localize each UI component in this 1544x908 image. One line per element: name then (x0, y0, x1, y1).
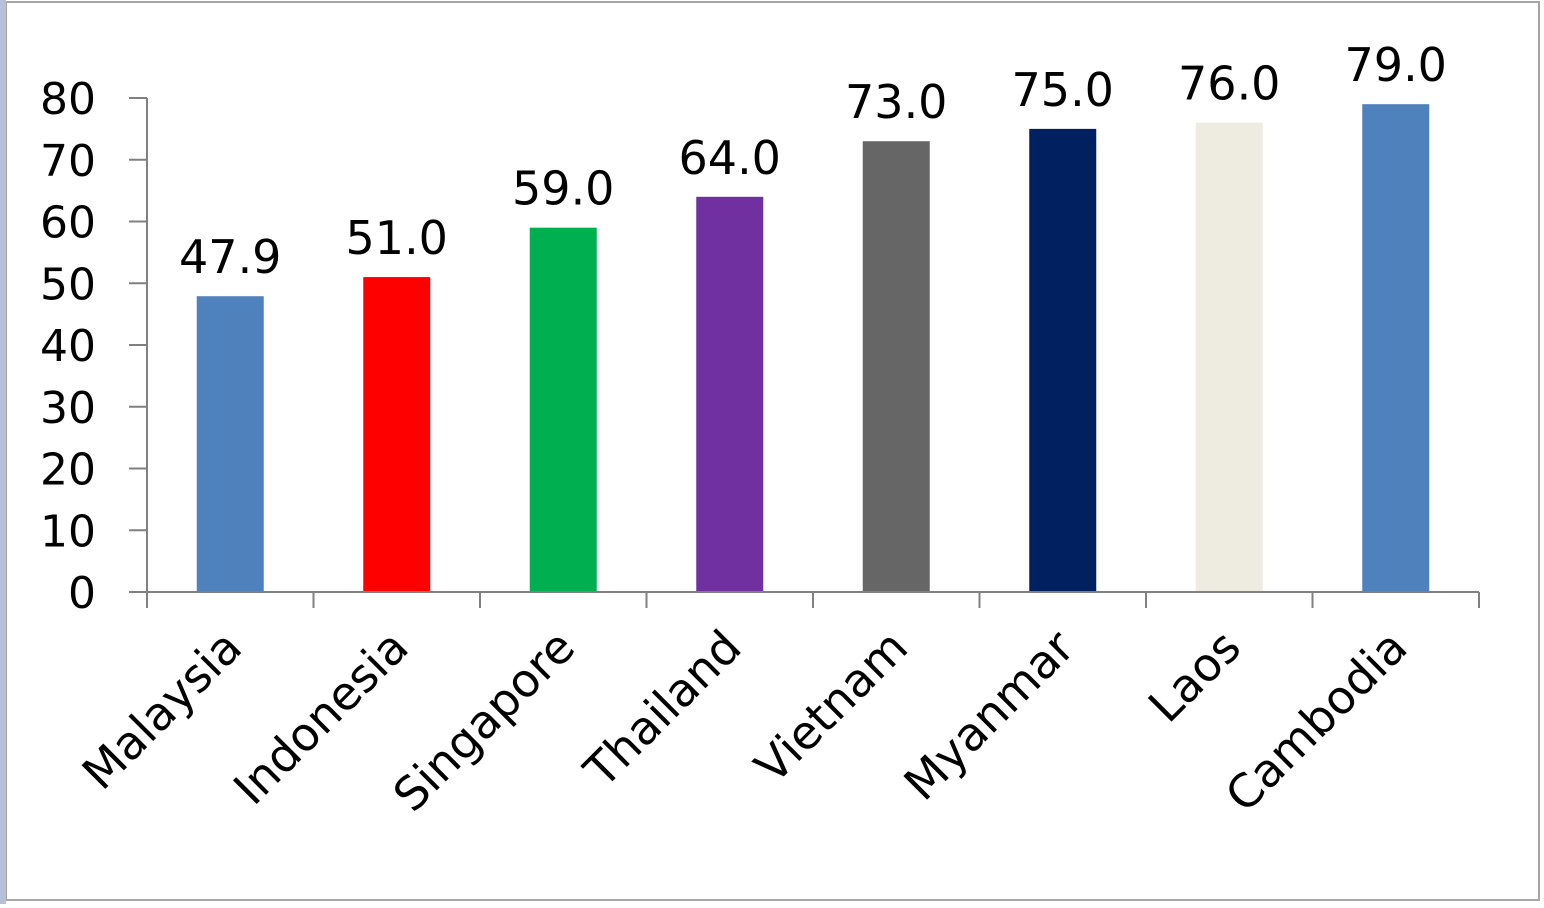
y-tick-label: 80 (40, 74, 96, 125)
data-label: 59.0 (512, 162, 614, 216)
bar-laos (1195, 122, 1263, 592)
bar-malaysia (196, 296, 264, 592)
value-labels: 47.9 51.0 59.0 64.0 73.0 75.0 76.0 79.0 (179, 38, 1447, 284)
data-label: 75.0 (1012, 63, 1114, 117)
bar-myanmar (1029, 128, 1097, 592)
data-label: 64.0 (679, 131, 781, 185)
x-axis-ticks (146, 592, 1480, 608)
y-tick-label: 30 (40, 383, 96, 434)
bar-singapore (529, 227, 597, 593)
y-tick-label: 70 (40, 136, 96, 187)
data-label: 51.0 (346, 211, 448, 265)
data-label: 47.9 (179, 230, 281, 284)
data-label: 79.0 (1345, 38, 1447, 92)
y-tick-label: 50 (40, 259, 96, 310)
y-tick-label: 20 (40, 445, 96, 496)
data-label: 76.0 (1178, 57, 1280, 111)
bars (196, 104, 1430, 593)
left-accent-bar (0, 0, 6, 904)
data-label: 73.0 (845, 75, 947, 129)
bar-cambodia (1362, 104, 1430, 593)
y-tick-label: 0 (68, 568, 96, 619)
bar-vietnam (862, 141, 930, 592)
y-tick-label: 10 (40, 506, 96, 557)
y-tick-label: 60 (40, 198, 96, 249)
y-tick-label: 40 (40, 321, 96, 372)
bar-indonesia (363, 277, 431, 592)
bar-thailand (696, 196, 764, 593)
y-axis-labels: 0 10 20 30 40 50 60 70 80 (40, 74, 96, 619)
